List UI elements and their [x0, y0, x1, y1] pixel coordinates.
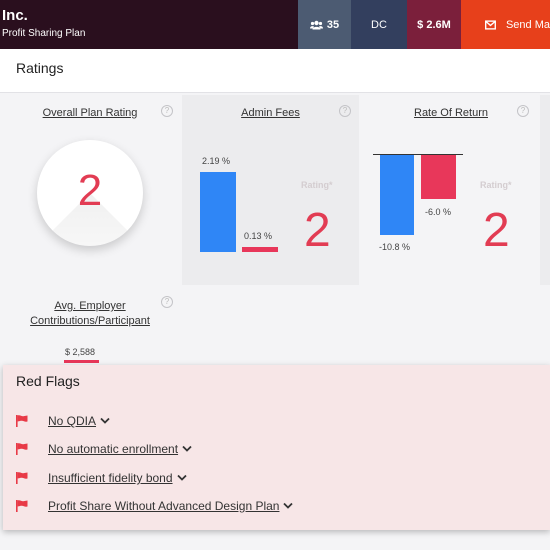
overall-rating-donut: 2	[37, 140, 143, 246]
help-icon[interactable]: ?	[161, 296, 173, 308]
chevron-down-icon[interactable]	[182, 445, 192, 453]
employer-contrib-title[interactable]: Avg. Employer Contributions/Participant	[0, 299, 180, 329]
assets-button[interactable]: $ 2.6M	[407, 0, 461, 49]
rate-of-return-benchmark-bar	[421, 155, 456, 200]
admin-fees-rating-label: Rating*	[301, 180, 333, 190]
red-flag-label: No QDIA	[48, 414, 97, 428]
envelope-icon	[485, 19, 496, 30]
send-button[interactable]: Send Ma	[461, 0, 550, 49]
admin-fees-card: Admin Fees ? 2.19 % 0.13 % Rating* 2	[182, 95, 359, 285]
rate-of-return-rating-label: Rating*	[480, 180, 512, 190]
zero-baseline	[373, 154, 463, 155]
red-flag-item[interactable]: Profit Share Without Advanced Design Pla…	[15, 498, 294, 514]
flag-icon	[16, 500, 28, 512]
admin-fees-rating-value: 2	[304, 204, 331, 257]
employer-contrib-bar	[64, 360, 99, 363]
red-flag-item[interactable]: No QDIA	[15, 413, 110, 429]
overall-rating-title[interactable]: Overall Plan Rating	[42, 107, 138, 119]
red-flags-panel: Red Flags No QDIA No automatic enrollment…	[3, 365, 550, 530]
users-icon	[309, 20, 323, 29]
flag-icon	[16, 415, 28, 427]
flag-icon	[16, 443, 28, 455]
top-bar: Inc. Profit Sharing Plan 35 DC $ 2.6M Se…	[0, 0, 550, 49]
red-flag-item[interactable]: Insufficient fidelity bond	[15, 470, 187, 486]
rate-of-return-plan-label: -10.8 %	[379, 242, 411, 252]
red-flag-label: No automatic enrollment	[48, 442, 179, 456]
plan-name: Profit Sharing Plan	[2, 28, 86, 39]
next-card-edge	[540, 95, 550, 285]
rate-of-return-plan-bar	[380, 155, 414, 235]
ratings-title: Ratings	[16, 60, 64, 76]
plan-type-label: DC	[371, 18, 387, 31]
help-icon[interactable]: ?	[339, 105, 351, 117]
admin-fees-benchmark-bar	[242, 247, 278, 252]
employer-contrib-card: Avg. Employer Contributions/Participant …	[0, 295, 180, 370]
red-flag-label: Profit Share Without Advanced Design Pla…	[48, 499, 280, 513]
admin-fees-plan-bar	[200, 172, 236, 252]
ratings-header: Ratings	[0, 49, 550, 93]
help-icon[interactable]: ?	[161, 105, 173, 117]
red-flag-item[interactable]: No automatic enrollment	[15, 441, 192, 457]
rate-of-return-title[interactable]: Rate Of Return	[414, 107, 488, 119]
participants-button[interactable]: 35	[298, 0, 351, 49]
red-flags-title: Red Flags	[16, 373, 80, 389]
send-label: Send Ma	[505, 18, 550, 31]
help-icon[interactable]: ?	[517, 105, 529, 117]
rate-of-return-card: Rate Of Return ? -10.8 % -6.0 % Rating* …	[362, 95, 540, 285]
employer-contrib-value: $ 2,588	[65, 347, 96, 357]
company-name: Inc.	[2, 7, 28, 24]
flag-icon	[16, 472, 28, 484]
overall-rating-card: Overall Plan Rating ? 2	[0, 95, 180, 285]
plan-type-button[interactable]: DC	[351, 0, 407, 49]
chevron-down-icon[interactable]	[176, 474, 187, 482]
admin-fees-plan-label: 2.19 %	[202, 156, 231, 166]
rate-of-return-benchmark-label: -6.0 %	[425, 207, 452, 217]
participants-count: 35	[326, 18, 340, 31]
chevron-down-icon[interactable]	[283, 502, 294, 510]
red-flag-label: Insufficient fidelity bond	[48, 471, 173, 485]
admin-fees-benchmark-label: 0.13 %	[244, 231, 273, 241]
assets-label: $ 2.6M	[417, 18, 451, 31]
rate-of-return-rating-value: 2	[483, 204, 510, 257]
admin-fees-title[interactable]: Admin Fees	[241, 107, 300, 119]
employer-contrib-title-line1: Avg. Employer	[54, 300, 126, 312]
employer-contrib-title-line2: Contributions/Participant	[30, 315, 150, 327]
overall-rating-value: 2	[77, 166, 103, 215]
chevron-down-icon[interactable]	[100, 417, 110, 425]
